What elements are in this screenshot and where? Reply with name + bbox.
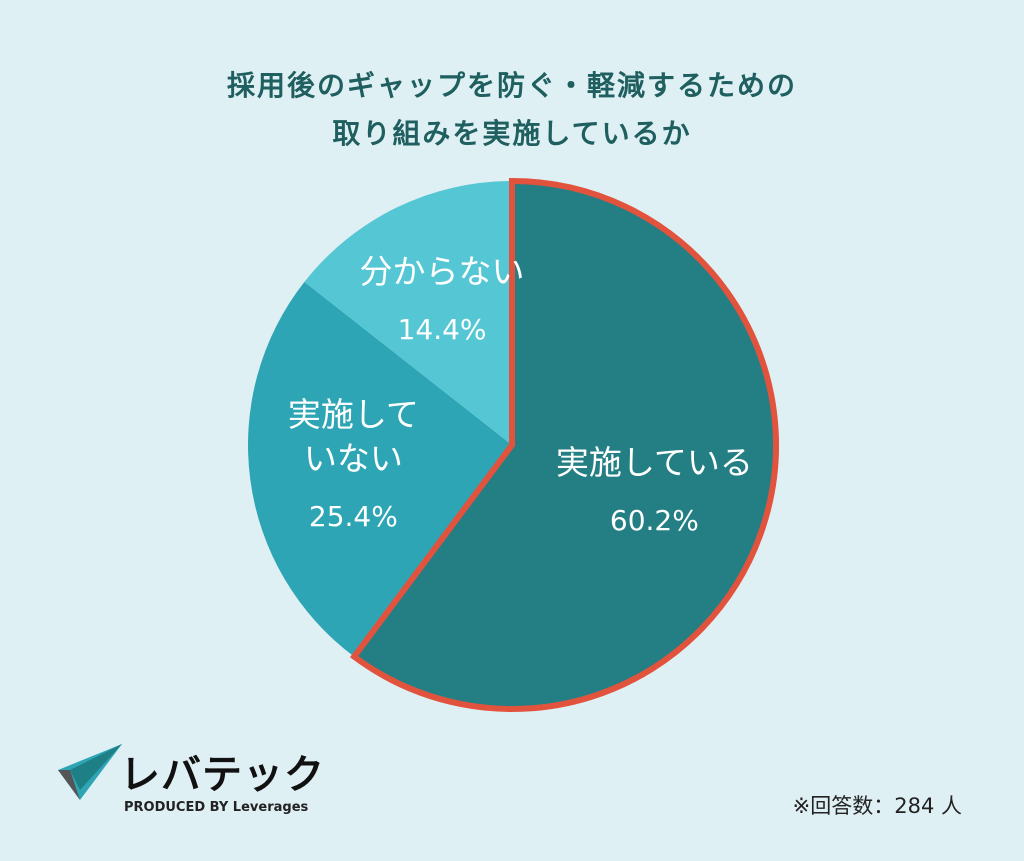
chart-title: 採用後のギャップを防ぐ・軽減するための [226,69,797,102]
category-label: 分からない [359,252,525,292]
slice-label: 分からない 14.4% [332,250,552,352]
pie-slice [349,177,779,712]
logo-name: レバテック [120,752,325,798]
logo-tagline: PRODUCED BY Leverages [124,800,309,815]
chart-title: 取り組みを実施しているか [332,117,692,150]
category-label: 実施していない [287,395,419,479]
note: ※回答数：284 人 [792,794,962,818]
value-label: 25.4% [308,500,398,534]
pie-slice [247,281,512,657]
pie-slice [304,181,512,445]
category-label: 実施している [555,443,753,483]
slice-label: 実施していない 25.4% [278,393,428,539]
value-label: 60.2% [609,504,699,538]
value-label: 14.4% [397,313,487,347]
logo-mark [58,744,122,800]
slice-label: 実施している 60.2% [524,441,784,543]
